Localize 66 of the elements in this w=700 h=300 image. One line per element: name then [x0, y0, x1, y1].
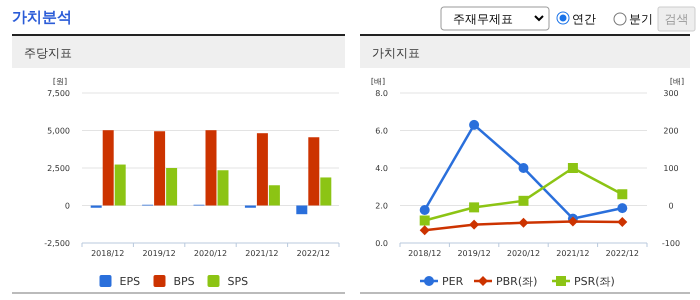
dropdown-field: 주재무제표: [440, 6, 550, 30]
x-tick-label: 2019/12: [457, 249, 491, 258]
point: [420, 225, 430, 236]
point: [518, 163, 528, 173]
point: [469, 120, 480, 130]
point: [568, 216, 578, 226]
chart-title: 주당지표: [24, 46, 72, 60]
point: [617, 203, 628, 214]
y-tick-label: 0.0: [375, 239, 388, 248]
x-tick-label: 2019/12: [142, 249, 176, 258]
point: [617, 189, 628, 200]
legend-label: PBR(좌): [496, 275, 538, 288]
y-tick-label: 6.0: [375, 126, 388, 136]
point: [469, 202, 480, 212]
x-tick-label: 2021/12: [556, 249, 590, 258]
bar: [114, 164, 126, 206]
y2-axis-title: [배]: [670, 77, 684, 86]
y2-tick-label: -100: [662, 239, 680, 248]
legend-label: SPS: [228, 275, 248, 288]
y-tick-label: 7,500: [47, 89, 70, 98]
text: 연간: [572, 12, 596, 26]
point: [420, 216, 430, 226]
y-tick-label: 0: [64, 202, 70, 210]
y-tick-label: 4.0: [375, 164, 388, 173]
y-tick-label: 8.0: [375, 89, 388, 98]
x-tick-label: 2021/12: [245, 249, 279, 258]
y2-tick-label: 200: [663, 126, 679, 136]
legend-label: BPS: [174, 275, 195, 288]
point: [518, 196, 528, 206]
y-tick-label: -2,500: [44, 239, 70, 248]
point: [518, 218, 528, 228]
y2-tick-label: 300: [663, 89, 679, 98]
chart-title: 가치지표: [372, 46, 420, 60]
y-tick-label: 5,000: [47, 126, 70, 136]
y2-tick-label: 100: [663, 164, 679, 173]
legend-label: PSR(좌): [574, 275, 615, 288]
y-axis-title: [원]: [52, 77, 68, 86]
x-tick-label: 2020/12: [506, 249, 540, 258]
bar: [218, 170, 228, 206]
legend-label: PER: [442, 275, 464, 288]
x-tick-label: 2022/12: [296, 249, 330, 258]
bar: [166, 168, 178, 206]
search-button: 검색: [658, 6, 696, 32]
x-tick-label: 2020/12: [194, 249, 228, 258]
bar: [296, 206, 308, 214]
bar: [102, 130, 114, 206]
bar: [256, 133, 268, 206]
legend-label: EPS: [120, 275, 140, 288]
point: [420, 205, 430, 215]
x-tick-label: 2022/12: [606, 249, 639, 258]
point: [469, 220, 480, 230]
point: [568, 163, 578, 173]
y-tick-label: 2.0: [375, 202, 388, 210]
bar: [268, 185, 280, 206]
bar: [206, 130, 216, 206]
text: 분기: [629, 12, 653, 26]
point: [617, 217, 628, 227]
bar: [320, 177, 332, 206]
y2-tick-label: 0: [668, 202, 674, 210]
y-axis-title: [배]: [370, 77, 386, 86]
text: 가치분석: [12, 8, 72, 26]
x-tick-label: 2018/12: [408, 249, 442, 258]
y-tick-label: 2,500: [47, 164, 70, 173]
bar: [154, 131, 166, 206]
bar: [308, 137, 320, 206]
x-tick-label: 2018/12: [91, 249, 124, 258]
